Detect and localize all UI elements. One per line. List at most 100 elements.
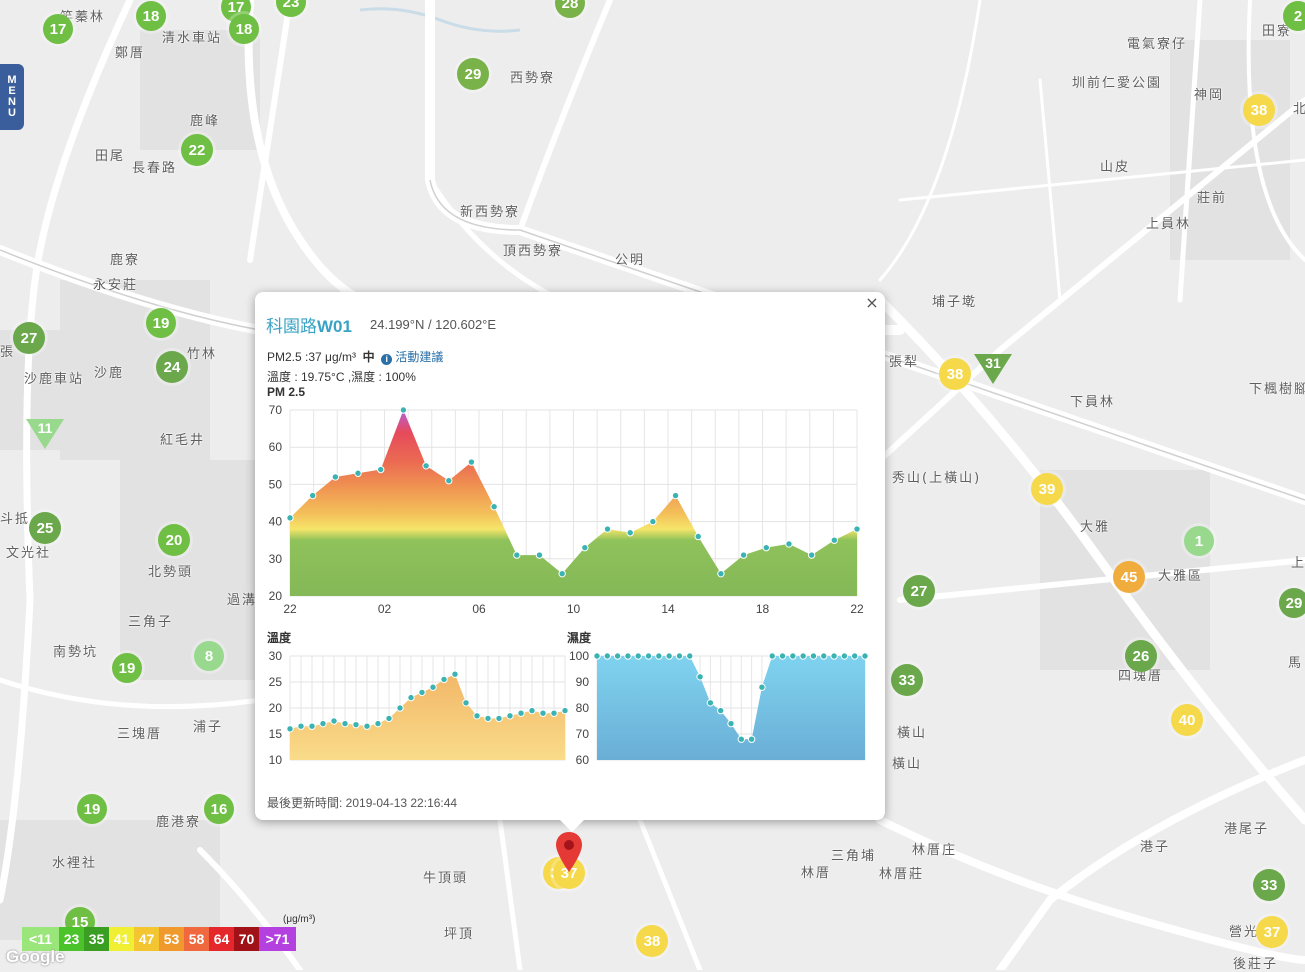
legend-item: 41 (109, 927, 134, 951)
data-point (626, 529, 634, 537)
station-marker[interactable]: 37 (553, 857, 585, 889)
station-marker[interactable]: 29 (1279, 588, 1305, 618)
station-marker[interactable]: 26 (1125, 640, 1157, 672)
data-point (396, 704, 404, 712)
pm25-chart: 20 30 40 50 60 70 22 02 06 10 14 18 22 (269, 403, 864, 616)
place-label: 北勢頭 (148, 565, 194, 580)
station-marker[interactable]: 33 (1253, 869, 1285, 901)
place-label: 長春路 (132, 161, 178, 176)
data-point (490, 503, 498, 511)
data-point (286, 725, 294, 733)
station-marker[interactable]: 38 (636, 925, 668, 957)
area-series (290, 674, 565, 760)
place-label: 張犁 (889, 355, 920, 370)
data-point (762, 543, 770, 552)
station-marker[interactable]: 2 (1283, 1, 1305, 31)
data-point (517, 709, 525, 717)
data-point (603, 525, 612, 533)
place-label: 鄭厝 (115, 46, 146, 61)
station-marker[interactable]: 8 (194, 641, 224, 671)
close-icon[interactable]: × (865, 293, 879, 312)
station-marker[interactable]: 37 (1256, 916, 1288, 948)
station-marker[interactable]: 1 (1184, 526, 1214, 556)
data-point (308, 491, 317, 500)
x-tick-label: 22 (283, 602, 297, 616)
place-label: 營光 (1229, 925, 1260, 940)
place-label: 林厝莊 (879, 867, 925, 882)
data-point (593, 652, 601, 660)
station-marker[interactable]: 33 (891, 664, 923, 696)
station-marker[interactable]: 27 (903, 575, 935, 607)
data-point (558, 569, 566, 578)
place-label: 紅毛井 (160, 433, 206, 448)
data-point (286, 514, 294, 522)
station-marker[interactable]: 40 (1171, 704, 1203, 736)
y-tick-label: 15 (269, 727, 283, 741)
place-label: 秀山(上橫山) (892, 471, 982, 486)
station-marker[interactable]: 16 (204, 794, 234, 824)
station-triangle-marker[interactable]: 31 (974, 354, 1012, 384)
menu-letter: M (7, 74, 17, 86)
data-point (807, 551, 816, 559)
x-tick-label: 18 (756, 602, 770, 616)
station-code: W01 (317, 317, 352, 336)
station-marker[interactable]: 38 (1243, 94, 1275, 126)
station-marker[interactable]: 24 (156, 351, 188, 383)
station-marker[interactable]: 38 (939, 358, 971, 390)
place-label: 頂西勢寮 (503, 244, 564, 259)
data-point (789, 652, 797, 660)
data-point (624, 652, 632, 660)
station-marker[interactable]: 39 (1031, 473, 1063, 505)
data-point (634, 652, 642, 660)
data-point (308, 722, 316, 730)
station-triangle-marker[interactable]: 11 (26, 419, 64, 449)
data-point (422, 462, 430, 470)
data-point (727, 719, 735, 728)
station-marker[interactable]: 27 (13, 322, 45, 354)
station-marker[interactable]: 19 (146, 308, 176, 338)
station-marker[interactable]: 18 (136, 1, 166, 31)
y-tick-label: 40 (269, 515, 283, 529)
place-label: 三角子 (128, 615, 174, 630)
data-point (374, 719, 382, 728)
station-marker[interactable]: 25 (29, 512, 61, 544)
place-label: 新西勢寮 (460, 205, 521, 220)
place-label: 沙鹿 (94, 366, 125, 381)
station-marker[interactable]: 19 (112, 653, 142, 683)
y-tick-label: 90 (576, 675, 590, 689)
activity-advice-link[interactable]: i 活動建議 (381, 350, 444, 365)
place-label: 西勢寮 (510, 71, 556, 86)
station-marker[interactable]: 19 (77, 794, 107, 824)
google-logo: Google (6, 947, 65, 966)
station-marker[interactable]: 29 (457, 58, 489, 90)
data-point (377, 465, 385, 474)
y-tick-label: 20 (269, 701, 283, 715)
data-point (354, 469, 362, 477)
data-point (739, 551, 748, 559)
place-label: 港子 (1140, 840, 1171, 855)
data-point (785, 540, 793, 548)
station-marker[interactable]: 20 (158, 524, 190, 556)
station-marker[interactable]: 17 (43, 14, 73, 44)
data-point (799, 652, 807, 660)
station-marker[interactable]: 28 (555, 0, 585, 18)
humidity-chart: 60 70 80 90 100 (569, 649, 869, 767)
station-marker[interactable]: 18 (229, 14, 259, 44)
station-marker[interactable]: 23 (276, 0, 306, 17)
station-marker[interactable]: 22 (181, 134, 213, 166)
x-tick-label: 02 (378, 602, 392, 616)
station-marker[interactable]: 45 (1113, 561, 1145, 593)
data-point (655, 652, 663, 660)
y-tick-label: 50 (269, 477, 283, 491)
location-pin-icon[interactable] (556, 832, 582, 872)
y-tick-label: 70 (269, 403, 283, 417)
place-label: 後莊子 (1233, 957, 1279, 972)
data-point (686, 652, 694, 660)
place-label: 公明 (615, 253, 646, 268)
pm-level: 中 (362, 350, 375, 364)
y-tick-label: 60 (576, 753, 590, 767)
activity-advice-label: 活動建議 (395, 350, 444, 364)
data-point (513, 551, 521, 559)
legend-item: <11 (22, 927, 59, 951)
